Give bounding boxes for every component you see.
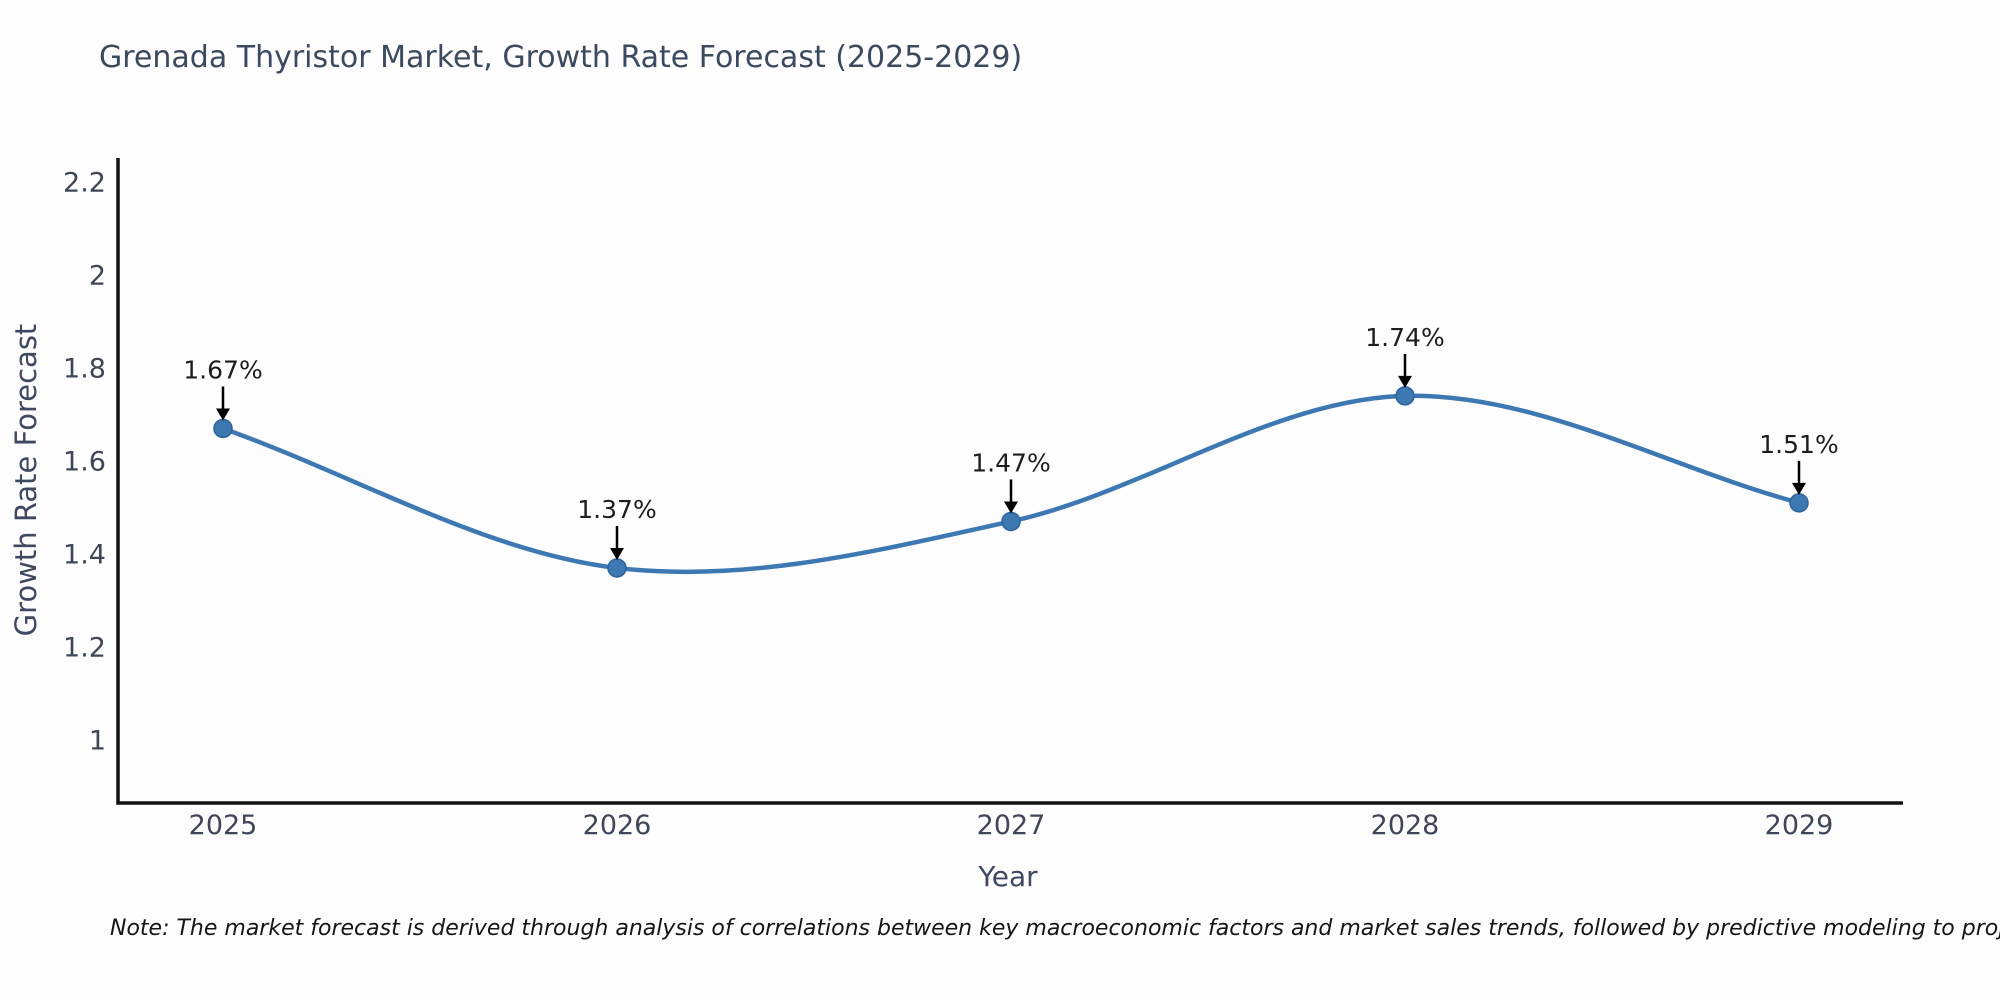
x-tick-label: 2029 [1765,810,1834,841]
point-annotation-label: 1.74% [1365,323,1444,352]
x-tick-label: 2026 [583,810,652,841]
y-tick-label: 1 [89,726,106,757]
annotation-arrowhead [1792,482,1806,495]
y-tick-label: 2.2 [63,168,106,199]
x-tick-label: 2028 [1371,810,1440,841]
chart-title: Grenada Thyristor Market, Growth Rate Fo… [99,40,1023,75]
y-tick-label: 1.6 [63,447,106,478]
y-axis-title: Growth Rate Forecast [9,324,43,637]
point-annotation-label: 1.51% [1759,430,1838,459]
data-point-marker [607,558,627,578]
data-point-marker [1395,386,1415,406]
y-tick-label: 1.8 [63,354,106,385]
y-tick-label: 2 [89,261,106,292]
x-axis-title: Year [977,860,1038,893]
data-point-marker [1789,493,1809,513]
annotation-arrowhead [1004,501,1018,514]
footnote: Note: The market forecast is derived thr… [110,916,2000,941]
data-point-marker [1001,511,1021,532]
x-tick-label: 2025 [189,810,258,841]
x-tick-label: 2027 [977,810,1046,841]
point-annotation-label: 1.37% [577,495,656,524]
annotation-arrowhead [1398,375,1412,388]
y-tick-label: 1.2 [63,633,106,664]
point-annotation-label: 1.67% [183,355,262,384]
data-point-marker [213,418,233,439]
annotation-arrowhead [610,547,624,560]
point-annotation-label: 1.47% [971,448,1050,477]
annotation-arrowhead [216,408,230,421]
y-tick-label: 1.4 [63,540,106,571]
